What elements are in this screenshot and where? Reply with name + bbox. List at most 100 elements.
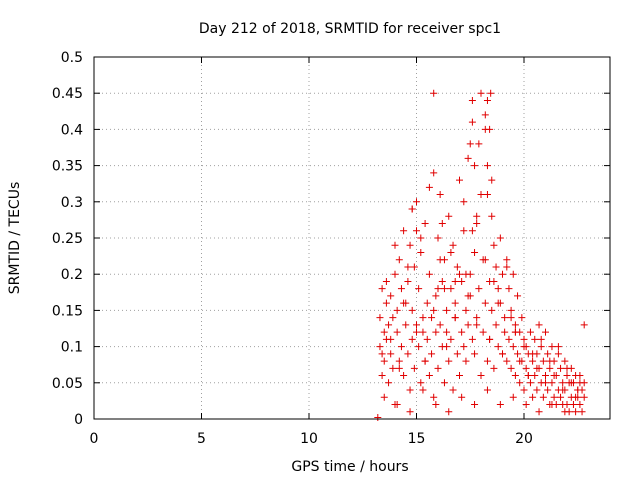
data-point [561, 357, 569, 365]
data-point [387, 335, 395, 343]
data-point [578, 408, 586, 416]
data-point [514, 292, 522, 300]
data-point [445, 408, 453, 416]
data-point [580, 393, 588, 401]
data-point [436, 191, 444, 199]
data-point [385, 321, 393, 329]
data-point [464, 154, 472, 162]
data-point [477, 372, 485, 380]
data-point [559, 386, 567, 394]
data-point [389, 364, 397, 372]
y-tick-label: 0.45 [52, 86, 83, 102]
data-point [408, 335, 416, 343]
data-point [443, 328, 451, 336]
data-point [391, 270, 399, 278]
data-point [503, 263, 511, 271]
data-point [449, 386, 457, 394]
data-point [483, 162, 491, 170]
data-point [483, 386, 491, 394]
data-point [522, 401, 530, 409]
data-point [434, 234, 442, 242]
data-point [419, 314, 427, 322]
data-point [406, 408, 414, 416]
data-point [516, 379, 524, 387]
y-tick-label: 0.3 [61, 195, 83, 211]
data-point [413, 328, 420, 336]
data-point [580, 321, 588, 329]
data-point [487, 89, 495, 97]
data-point [563, 401, 571, 409]
data-point [417, 379, 425, 387]
data-point [477, 191, 485, 199]
data-point [423, 299, 431, 307]
data-point [406, 386, 414, 394]
data-point [397, 285, 405, 293]
data-point [393, 306, 401, 314]
x-tick-label: 5 [197, 431, 206, 447]
data-point [408, 205, 416, 213]
data-point [410, 263, 418, 271]
data-point [572, 393, 580, 401]
data-point [533, 386, 541, 394]
data-point [481, 256, 489, 264]
data-point [518, 314, 526, 322]
data-point [503, 256, 511, 264]
data-point [546, 364, 554, 372]
data-point [428, 350, 436, 358]
data-point [550, 393, 558, 401]
data-point [544, 350, 552, 358]
data-point [389, 314, 397, 322]
y-tick-label: 0.25 [52, 231, 83, 247]
data-point [557, 393, 565, 401]
data-point [471, 350, 479, 358]
data-point [499, 270, 506, 278]
data-point [475, 140, 483, 148]
data-point [413, 198, 420, 206]
data-point [400, 299, 408, 307]
data-point [520, 343, 528, 351]
data-point [453, 350, 461, 358]
data-point [561, 408, 569, 416]
data-point [501, 328, 509, 336]
data-point [466, 140, 474, 148]
data-point [436, 321, 444, 329]
data-point [514, 350, 522, 358]
data-point [430, 89, 438, 97]
data-point [471, 248, 479, 256]
data-point [548, 343, 556, 351]
data-point [428, 314, 436, 322]
y-tick-label: 0.15 [52, 303, 83, 319]
data-point [443, 343, 451, 351]
data-point [453, 263, 461, 271]
data-point [496, 234, 504, 242]
data-point [460, 343, 468, 351]
data-point [494, 343, 502, 351]
data-point [529, 357, 537, 365]
data-point [526, 328, 534, 336]
data-point [419, 386, 427, 394]
data-point [447, 285, 455, 293]
data-point [460, 227, 468, 235]
data-point [421, 220, 429, 228]
data-point [387, 292, 395, 300]
data-point [483, 191, 491, 199]
data-point [447, 248, 455, 256]
data-point [376, 343, 384, 351]
data-point [438, 277, 446, 285]
data-point [542, 328, 549, 336]
data-point [430, 306, 438, 314]
data-point [473, 212, 481, 220]
data-point [544, 386, 552, 394]
data-point [402, 321, 410, 329]
data-point [443, 306, 451, 314]
data-point [505, 335, 513, 343]
data-point [460, 198, 468, 206]
y-axis-label: SRMTID / TECUs [7, 182, 23, 295]
data-point [447, 335, 455, 343]
data-point [486, 335, 494, 343]
data-point [404, 277, 412, 285]
plot-frame [93, 56, 611, 420]
data-point [490, 277, 498, 285]
y-tick-label: 0.35 [52, 159, 83, 175]
